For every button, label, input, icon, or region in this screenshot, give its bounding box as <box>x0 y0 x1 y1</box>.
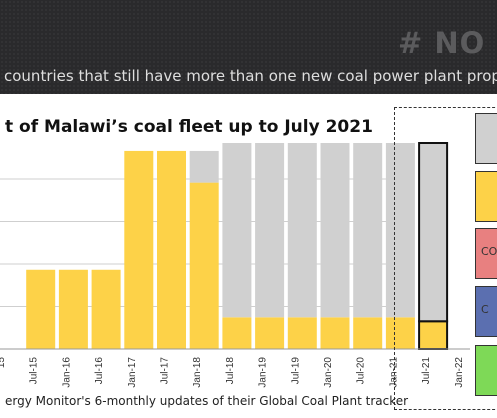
x-tick-label: Jul-16 <box>94 357 105 385</box>
header-banner: # NO NE countries that still have more t… <box>0 0 497 94</box>
legend-swatch <box>475 113 497 164</box>
x-tick-label: Jul-19 <box>290 357 301 385</box>
x-tick-label: Jan-16 <box>61 357 72 388</box>
source-note: ergy Monitor's 6-monthly updates of thei… <box>5 394 409 408</box>
bar-Jan-16-s0 <box>58 269 88 349</box>
legend-swatch: CO <box>475 228 497 279</box>
bar-Jan-20-s1 <box>320 143 350 318</box>
bar-Jul-18-s1 <box>222 143 252 318</box>
bar-Jul-15-s0 <box>26 269 56 349</box>
legend-dashed-frame <box>394 107 497 410</box>
bar-Jan-18-s0 <box>189 182 219 349</box>
x-tick-label: Jan-17 <box>127 357 138 388</box>
bar-Jul-21-s1 <box>418 142 449 323</box>
header-texture <box>0 0 497 94</box>
x-tick-label: Jan-21 <box>388 357 399 388</box>
x-tick-label: Jul-15 <box>29 357 40 385</box>
legend-label: CO <box>481 245 497 258</box>
legend-swatch <box>475 345 497 396</box>
x-tick-label: Jan-20 <box>323 357 334 388</box>
bar-Jul-20-s1 <box>353 143 383 318</box>
bar-Jul-19-s0 <box>287 317 317 349</box>
bar-Jul-18-s0 <box>222 317 252 349</box>
legend-label: C <box>481 303 489 316</box>
bar-Jan-20-s0 <box>320 317 350 349</box>
header-subtitle: countries that still have more than one … <box>4 67 497 85</box>
x-tick-label: Jan-22 <box>454 357 465 388</box>
legend-swatch <box>475 171 497 222</box>
bar-Jan-18-s1 <box>189 150 219 183</box>
bar-Jan-17-s0 <box>124 150 154 349</box>
x-tick-label: Jul-21 <box>421 357 432 385</box>
x-tick-label: Jul-20 <box>356 357 367 385</box>
x-tick-label: 15 <box>0 357 7 369</box>
bar-Jan-21-s0 <box>385 317 415 349</box>
x-tick-label: Jan-18 <box>192 357 203 388</box>
x-tick-label: Jan-19 <box>258 357 269 388</box>
chart-title: t of Malawi’s coal fleet up to July 2021 <box>5 117 373 137</box>
bar-Jul-16-s0 <box>91 269 121 349</box>
x-tick-label: Jul-17 <box>160 357 171 385</box>
bar-Jul-19-s1 <box>287 143 317 318</box>
bar-Jul-20-s0 <box>353 317 383 349</box>
legend-swatch: C <box>475 286 497 337</box>
x-tick-label: Jul-18 <box>225 357 236 385</box>
bar-Jan-21-s1 <box>385 143 415 318</box>
bar-Jan-19-s0 <box>255 317 285 349</box>
bar-Jul-17-s0 <box>157 150 186 349</box>
hashtag-label: # NO NE <box>398 26 497 60</box>
bar-Jan-19-s1 <box>255 143 285 318</box>
